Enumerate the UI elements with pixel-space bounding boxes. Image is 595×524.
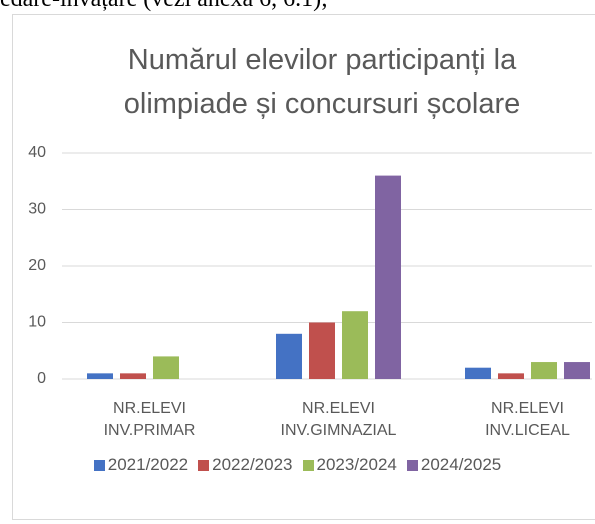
bar (465, 367, 491, 379)
legend-label: 2023/2024 (316, 455, 397, 474)
legend-swatch (302, 459, 314, 471)
chart-title: Numărul elevilor participanți la olimpia… (123, 44, 521, 120)
bar (564, 362, 590, 379)
bar (531, 362, 557, 379)
legend-swatch (93, 459, 105, 471)
legend-item: 2022/2023 (198, 455, 293, 475)
bar (375, 175, 401, 379)
bar (498, 373, 524, 379)
bar (342, 311, 368, 379)
legend-item: 2021/2022 (93, 455, 189, 475)
x-tick-label: NR.ELEVI INV.GIMNAZIAL (280, 400, 397, 439)
legend-swatch (406, 459, 418, 471)
y-tick-label: 10 (28, 314, 46, 331)
chart-frame (12, 14, 595, 520)
legend-swatch (198, 459, 210, 471)
legend-label: 2024/2025 (420, 455, 502, 474)
bar (120, 373, 146, 379)
bar (153, 356, 179, 379)
y-tick-label: 20 (28, 257, 46, 274)
x-tick-label: NR.ELEVI INV.PRIMAR (103, 400, 196, 439)
x-tick-label: NR.ELEVI INV.LICEAL (485, 400, 570, 439)
bar (87, 373, 113, 379)
y-tick-label: 30 (28, 201, 46, 218)
legend-item: 2024/2025 (406, 455, 502, 475)
legend: 2021/2022 2022/2023 2023/2024 2024/2025 (0, 455, 595, 475)
bar (309, 322, 335, 379)
legend-label: 2022/2023 (212, 455, 293, 474)
document-text: edare-învățare (vezi anexa 6, 6.1); (0, 0, 328, 13)
legend-label: 2021/2022 (107, 455, 189, 474)
y-tick-label: 0 (37, 370, 46, 387)
bar (276, 333, 302, 379)
y-tick-label: 40 (28, 144, 46, 161)
legend-item: 2023/2024 (302, 455, 397, 475)
